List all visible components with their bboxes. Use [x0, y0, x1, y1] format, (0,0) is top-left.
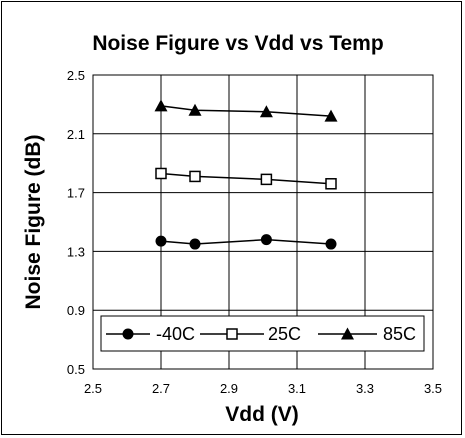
data-point: [188, 103, 202, 116]
data-point: [189, 238, 201, 250]
x-tick-label: 2.5: [84, 381, 102, 396]
series-line: [160, 105, 332, 117]
data-point: [325, 178, 337, 190]
y-tick-label: 0.9: [67, 303, 85, 318]
x-tick-label: 3.1: [288, 381, 306, 396]
data-point: [325, 238, 337, 250]
x-tick-label: 2.9: [220, 381, 238, 396]
x-axis-title: Vdd (V): [225, 403, 299, 426]
data-point: [155, 235, 167, 247]
data-point: [259, 105, 273, 118]
y-tick-label: 2.1: [67, 127, 85, 142]
data-point: [324, 109, 338, 122]
legend-label: -40C: [156, 324, 195, 344]
data-point: [189, 170, 201, 183]
y-tick-label: 1.3: [67, 244, 85, 259]
tick-labels: 2.5 2.7 2.9 3.1 3.3 3.5 0.5 0.9 1.3 1.7 2.1 2.5: [67, 68, 442, 396]
series-line: [160, 172, 332, 185]
y-axis-title: Noise Figure (dB): [22, 134, 45, 309]
data-point: [154, 99, 168, 112]
series-layer: [154, 99, 338, 250]
legend-marker: [122, 328, 134, 340]
series--40C: [155, 234, 337, 250]
y-tick-label: 2.5: [67, 68, 85, 83]
legend-marker: [341, 327, 354, 340]
data-point: [260, 234, 272, 246]
x-tick-label: 2.7: [152, 381, 170, 396]
y-tick-label: 1.7: [67, 186, 85, 201]
chart-title: Noise Figure vs Vdd vs Temp: [92, 32, 383, 55]
data-point: [260, 173, 273, 186]
x-tick-label: 3.3: [356, 381, 374, 396]
legend: -40C 25C 85C: [100, 315, 425, 352]
legend-label: 25C: [268, 324, 301, 344]
y-tick-label: 0.5: [67, 362, 85, 377]
data-point: [155, 167, 167, 180]
series-25C: [155, 167, 337, 190]
legend-marker: [226, 328, 238, 340]
series-line: [160, 238, 332, 245]
series-85C: [154, 99, 338, 122]
x-tick-label: 3.5: [424, 381, 442, 396]
legend-label: 85C: [383, 324, 416, 344]
